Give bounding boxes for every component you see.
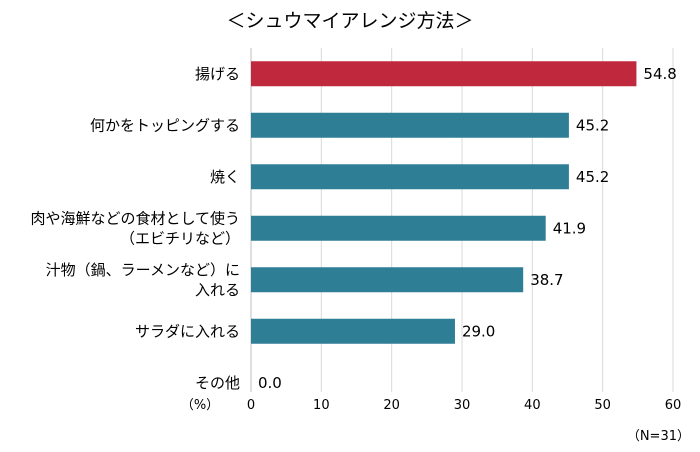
bar: [251, 215, 546, 241]
x-tick-label: 40: [524, 398, 541, 413]
bar: [251, 61, 637, 87]
x-tick-label: 50: [594, 398, 611, 413]
category-label: 焼く: [210, 168, 240, 186]
x-axis-ticks: 0 10 20 30 40 50 60: [247, 398, 681, 413]
value-label: 41.9: [553, 219, 586, 237]
bar: [251, 164, 569, 190]
x-tick-label: 20: [383, 398, 400, 413]
value-label: 38.7: [530, 271, 563, 289]
category-label: 何かをトッピングする: [90, 116, 240, 134]
x-tick-label: 10: [313, 398, 330, 413]
value-labels: 54.8 45.2 45.2 41.9 38.7 29.0 0.0: [258, 65, 677, 392]
category-label: 汁物（鍋、ラーメンなど）に入れる: [46, 261, 240, 299]
value-label: 29.0: [462, 322, 495, 340]
value-label: 0.0: [258, 374, 282, 392]
bar: [251, 318, 455, 344]
category-label: その他: [195, 374, 240, 392]
unit-label: （%）: [181, 398, 219, 413]
x-tick-label: 60: [665, 398, 682, 413]
bar: [251, 112, 569, 138]
x-tick-label: 0: [247, 398, 255, 413]
value-label: 45.2: [576, 116, 609, 134]
bar: [251, 267, 524, 293]
category-label: 肉や海鮮などの食材として使う（エビチリなど）: [30, 209, 240, 247]
sample-size-note: （N=31）: [627, 429, 690, 444]
value-label: 45.2: [576, 168, 609, 186]
chart-title: ＜シュウマイアレンジ方法＞: [226, 10, 473, 32]
category-label: サラダに入れる: [135, 322, 240, 340]
category-label: 揚げる: [195, 65, 240, 83]
x-tick-label: 30: [454, 398, 471, 413]
value-label: 54.8: [643, 65, 676, 83]
bars: [251, 61, 637, 344]
